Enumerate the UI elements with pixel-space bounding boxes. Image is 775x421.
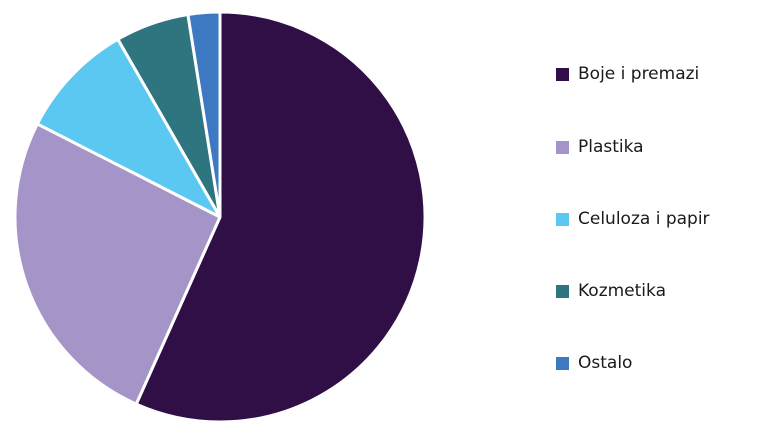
pie-slice-plastika: [13, 122, 222, 406]
legend-item-plastika: Plastika: [556, 135, 644, 159]
legend-label-plastika: Plastika: [578, 137, 644, 157]
legend-label-boje-i-premazi: Boje i premazi: [578, 64, 700, 84]
legend-swatch-celuloza-i-papir: [556, 212, 569, 226]
legend-swatch-plastika: [556, 140, 569, 154]
legend-label-celuloza-i-papir: Celuloza i papir: [578, 209, 710, 229]
legend-label-ostalo: Ostalo: [578, 353, 633, 373]
legend-item-ostalo: Ostalo: [556, 351, 632, 375]
pie-slice-celuloza-i-papir: [35, 37, 222, 219]
legend-item-kozmetika: Kozmetika: [556, 279, 666, 303]
legend-item-boje-i-premazi: Boje i premazi: [556, 62, 699, 86]
legend-label-kozmetika: Kozmetika: [578, 281, 666, 301]
legend-swatch-kozmetika: [556, 284, 569, 298]
pie-slice-boje-i-premazi: [134, 10, 427, 421]
pie-slices: [13, 10, 427, 421]
legend-swatch-ostalo: [556, 356, 569, 370]
legend-item-celuloza-i-papir: Celuloza i papir: [556, 207, 710, 231]
legend-swatch-boje-i-premazi: [556, 67, 569, 81]
pie-slice-ostalo: [186, 10, 222, 219]
